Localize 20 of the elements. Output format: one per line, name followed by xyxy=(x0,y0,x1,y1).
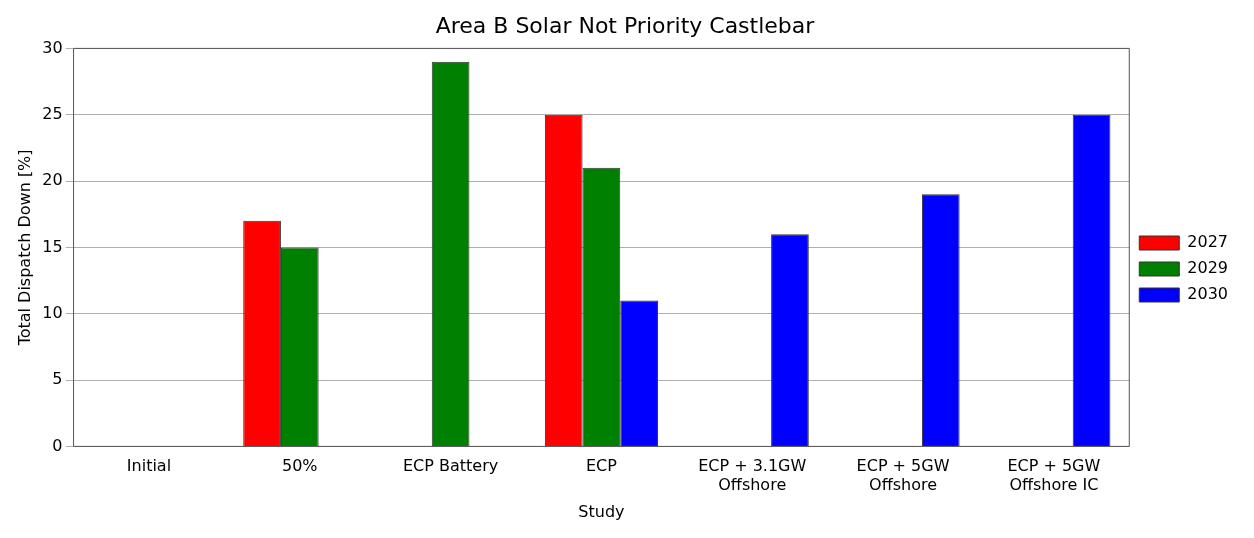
chart-title: Area B Solar Not Priority Castlebar xyxy=(435,12,816,38)
legend-label: 2029 xyxy=(1187,258,1228,278)
x-tick-label: Initial xyxy=(126,456,172,476)
y-tick-label: 15 xyxy=(42,236,63,256)
y-tick-label: 30 xyxy=(42,37,63,57)
y-tick-label: 25 xyxy=(42,103,63,123)
x-tick-label: ECP xyxy=(585,456,618,476)
y-axis-title: Total Dispatch Down [%] xyxy=(14,149,34,347)
legend-label: 2030 xyxy=(1187,284,1228,304)
x-axis-title: Study xyxy=(578,501,625,521)
y-tick-label: 0 xyxy=(52,435,63,455)
y-tick-label: 20 xyxy=(42,170,63,190)
y-tick-label: 10 xyxy=(42,302,63,322)
x-tick-label: 50% xyxy=(282,456,318,476)
x-tick-label: ECP + 3.1GW Offshore xyxy=(698,456,807,495)
x-tick-label: ECP Battery xyxy=(402,456,499,476)
x-tick-label: ECP + 5GW Offshore xyxy=(856,456,950,495)
x-tick-label: ECP + 5GW Offshore IC xyxy=(1007,456,1101,495)
y-tick-label: 5 xyxy=(52,369,63,389)
legend-label: 2027 xyxy=(1187,232,1228,252)
